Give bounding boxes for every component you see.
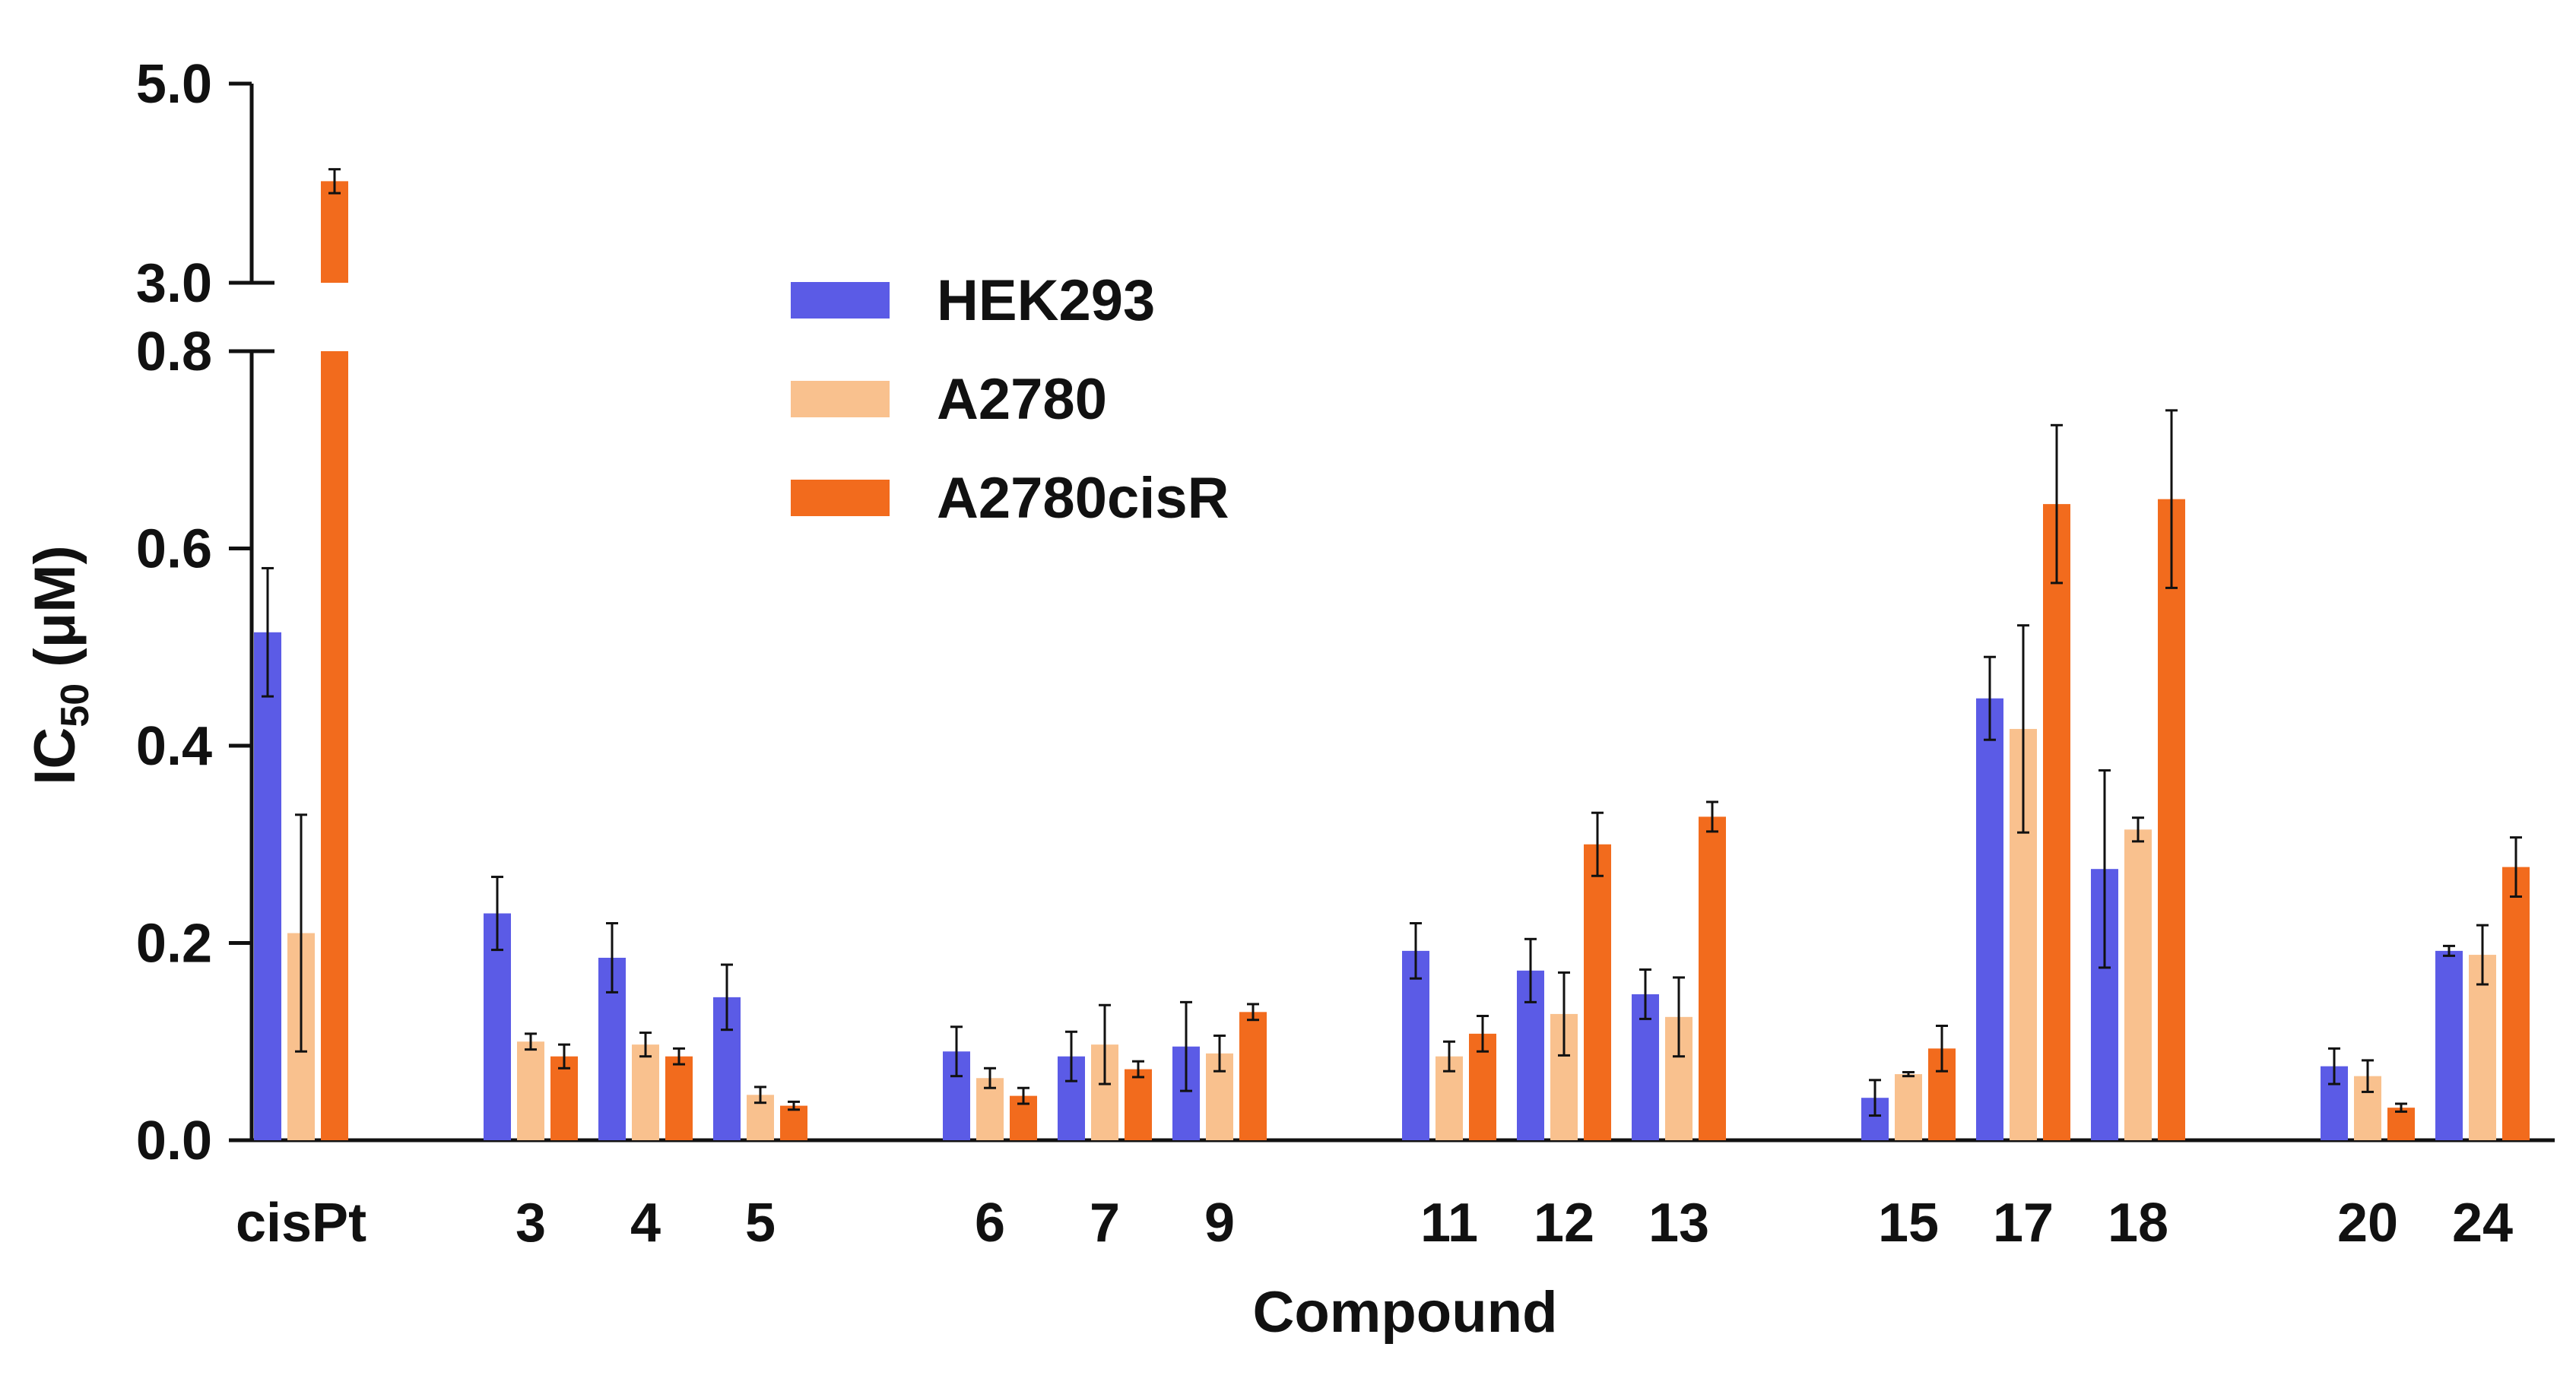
y-axis-title-sub: 50 bbox=[53, 683, 97, 727]
bar bbox=[484, 913, 511, 1140]
bar bbox=[780, 1105, 807, 1140]
x-tick-label: 5 bbox=[745, 1193, 776, 1253]
bar bbox=[321, 181, 348, 283]
y-tick-label: 0.2 bbox=[136, 914, 212, 975]
x-tick-label: 20 bbox=[2337, 1193, 2398, 1253]
bar bbox=[2124, 829, 2152, 1140]
legend: HEK293 A2780 A2780cisR bbox=[791, 268, 1229, 531]
x-tick-label: 7 bbox=[1090, 1193, 1120, 1253]
y-tick-label: 0.4 bbox=[136, 716, 212, 777]
legend-label: A2780cisR bbox=[937, 466, 1229, 531]
bars bbox=[254, 168, 2530, 1140]
bar bbox=[2387, 1108, 2415, 1140]
bar bbox=[1402, 950, 1429, 1140]
legend-label: A2780 bbox=[937, 367, 1107, 432]
x-tick-label: 17 bbox=[1993, 1193, 2054, 1253]
y-axis-title-unit: (μM) bbox=[23, 545, 87, 683]
legend-swatch bbox=[791, 381, 890, 417]
bar bbox=[1239, 1012, 1267, 1140]
legend-swatch bbox=[791, 282, 890, 319]
y-tick-label: 5.0 bbox=[136, 54, 212, 115]
bar bbox=[1699, 816, 1726, 1140]
y-tick-label: 3.0 bbox=[136, 253, 212, 314]
bar bbox=[1895, 1074, 1922, 1140]
bar bbox=[2469, 955, 2496, 1140]
bar bbox=[254, 632, 281, 1140]
bar bbox=[2435, 950, 2463, 1140]
x-tick-label: 11 bbox=[1420, 1193, 1478, 1253]
x-tick-label: cisPt bbox=[236, 1193, 366, 1253]
y-tick-label: 0.0 bbox=[136, 1111, 212, 1171]
bar bbox=[2502, 867, 2530, 1140]
x-tick-label: 9 bbox=[1204, 1193, 1235, 1253]
x-tick-label: 3 bbox=[516, 1193, 546, 1253]
bar bbox=[665, 1056, 693, 1140]
y-ticks: 0.0 0.2 0.4 0.6 0.8 3.0 5.0 bbox=[136, 54, 274, 1171]
y-axis-title-main: IC bbox=[23, 727, 87, 785]
bar bbox=[632, 1044, 659, 1140]
legend-swatch bbox=[791, 480, 890, 516]
bar bbox=[2158, 499, 2185, 1140]
x-tick-label: 18 bbox=[2108, 1193, 2168, 1253]
bar bbox=[1584, 844, 1611, 1140]
x-tick-labels: cisPt 3 4 5 6 7 9 11 12 13 15 17 18 20 24 bbox=[236, 1193, 2513, 1253]
bar bbox=[1125, 1069, 1152, 1140]
x-tick-label: 24 bbox=[2452, 1193, 2513, 1253]
y-axis-title: IC50 (μM) bbox=[23, 545, 97, 784]
x-tick-label: 4 bbox=[630, 1193, 661, 1253]
bar bbox=[517, 1041, 544, 1140]
x-tick-label: 6 bbox=[975, 1193, 1005, 1253]
x-tick-label: 15 bbox=[1878, 1193, 1939, 1253]
bar bbox=[2043, 504, 2070, 1140]
x-tick-label: 12 bbox=[1534, 1193, 1594, 1253]
x-axis-title: Compound bbox=[1252, 1280, 1557, 1345]
y-tick-label: 0.6 bbox=[136, 519, 212, 580]
x-tick-label: 13 bbox=[1648, 1193, 1709, 1253]
bar bbox=[1976, 698, 2003, 1140]
legend-label: HEK293 bbox=[937, 268, 1155, 333]
bar bbox=[321, 351, 348, 1140]
bar bbox=[550, 1056, 578, 1140]
y-tick-label: 0.8 bbox=[136, 322, 212, 382]
